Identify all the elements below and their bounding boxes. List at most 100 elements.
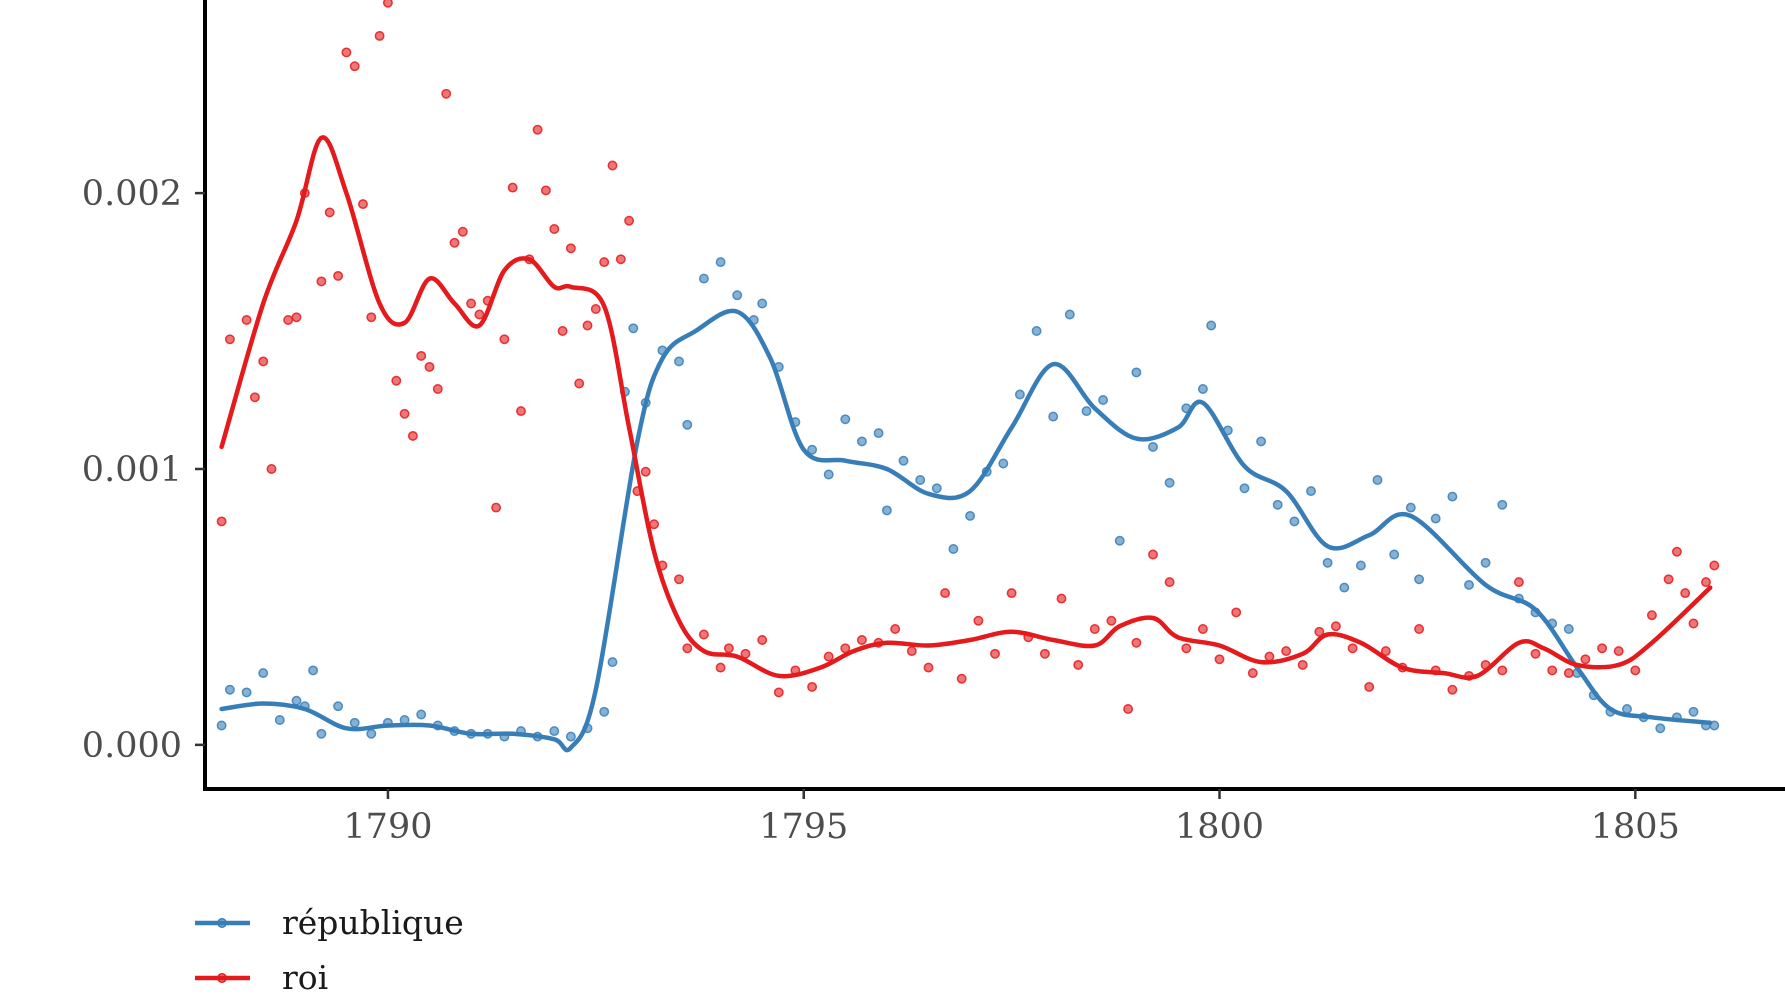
point-republique-44 — [873, 428, 884, 439]
point-republique-22 — [549, 726, 560, 737]
point-republique-4 — [274, 715, 285, 725]
point-roi-74 — [1039, 648, 1050, 659]
point-republique-54 — [1031, 326, 1042, 336]
point-roi-78 — [1106, 615, 1117, 626]
legend: république roi — [195, 903, 464, 997]
point-roi-14 — [358, 199, 368, 210]
point-roi-112 — [1663, 574, 1674, 585]
point-roi-5 — [266, 464, 277, 474]
point-republique-80 — [1447, 491, 1458, 502]
point-republique-87 — [1563, 624, 1574, 634]
point-republique-40 — [807, 444, 818, 455]
point-roi-71 — [990, 648, 1000, 659]
point-republique-7 — [308, 665, 319, 676]
point-roi-37 — [549, 224, 560, 234]
point-roi-4 — [258, 356, 269, 367]
point-roi-76 — [1073, 659, 1084, 670]
x-tick-label: 1795 — [759, 807, 848, 847]
point-republique-43 — [856, 436, 867, 447]
point-roi-9 — [316, 276, 327, 287]
point-roi-25 — [449, 237, 460, 248]
point-roi-57 — [757, 635, 768, 645]
point-roi-26 — [457, 226, 468, 237]
point-roi-51 — [674, 574, 684, 585]
point-roi-13 — [349, 61, 360, 72]
point-roi-53 — [698, 629, 709, 640]
point-republique-31 — [674, 356, 684, 367]
point-republique-50 — [965, 510, 976, 521]
point-republique-10 — [349, 717, 360, 728]
point-republique-53 — [1014, 389, 1025, 400]
point-republique-81 — [1464, 579, 1474, 590]
point-roi-15 — [366, 312, 377, 323]
point-roi-104 — [1530, 648, 1541, 659]
legend-label-republique: république — [282, 903, 464, 942]
point-roi-68 — [940, 588, 951, 599]
point-roi-84 — [1197, 624, 1208, 634]
point-roi-92 — [1330, 621, 1341, 632]
point-republique-3 — [258, 668, 269, 679]
point-roi-63 — [856, 635, 867, 645]
point-roi-49 — [649, 519, 660, 530]
point-roi-1 — [224, 334, 235, 345]
point-roi-69 — [956, 673, 967, 684]
point-roi-70 — [973, 615, 984, 626]
point-roi-82 — [1164, 577, 1175, 588]
point-republique-95 — [1688, 706, 1699, 717]
point-republique-46 — [898, 455, 909, 466]
point-roi-83 — [1181, 643, 1192, 654]
point-republique-69 — [1272, 499, 1283, 510]
point-roi-61 — [823, 651, 834, 662]
point-roi-88 — [1264, 651, 1275, 662]
point-republique-2 — [241, 687, 252, 698]
point-roi-16 — [374, 30, 385, 41]
point-republique-42 — [840, 414, 851, 425]
point-roi-3 — [249, 392, 260, 403]
point-republique-23 — [565, 731, 576, 742]
point-roi-46 — [624, 215, 635, 226]
x-tick-label: 1800 — [1175, 807, 1264, 847]
point-republique-28 — [628, 323, 639, 334]
point-roi-43 — [599, 257, 610, 268]
point-roi-66 — [906, 646, 917, 657]
point-roi-38 — [557, 326, 568, 336]
point-republique-67 — [1239, 483, 1250, 494]
point-roi-12 — [341, 47, 352, 58]
point-republique-0 — [216, 720, 227, 731]
x-tick-label: 1790 — [343, 807, 432, 847]
point-roi-91 — [1314, 626, 1325, 637]
point-roi-111 — [1646, 610, 1657, 621]
point-roi-90 — [1297, 659, 1308, 670]
x-tick-label: 1805 — [1591, 807, 1680, 847]
point-republique-35 — [732, 290, 743, 301]
point-republique-48 — [931, 483, 942, 494]
point-roi-44 — [607, 160, 618, 171]
point-republique-45 — [881, 505, 892, 516]
point-republique-33 — [698, 273, 709, 284]
point-roi-103 — [1513, 577, 1524, 588]
point-roi-10 — [324, 207, 335, 218]
point-republique-41 — [823, 469, 834, 480]
point-roi-79 — [1123, 704, 1134, 714]
series-line-republique — [219, 308, 1713, 753]
point-roi-89 — [1281, 646, 1292, 657]
point-roi-23 — [432, 384, 443, 394]
legend-key-dot — [217, 973, 227, 983]
point-roi-86 — [1231, 607, 1242, 618]
legend-key-dot — [217, 918, 227, 928]
point-republique-83 — [1497, 499, 1508, 510]
point-republique-52 — [998, 458, 1009, 469]
point-republique-72 — [1322, 557, 1333, 568]
point-republique-60 — [1131, 367, 1142, 378]
point-republique-26 — [607, 657, 618, 668]
series-line-roi — [219, 135, 1713, 681]
point-roi-28 — [474, 309, 485, 320]
point-republique-78 — [1414, 574, 1425, 585]
point-roi-21 — [416, 350, 427, 361]
point-roi-94 — [1364, 681, 1375, 692]
point-roi-58 — [773, 687, 784, 698]
lines-layer — [219, 135, 1713, 753]
points-layer — [216, 0, 1720, 742]
point-roi-24 — [441, 88, 452, 99]
